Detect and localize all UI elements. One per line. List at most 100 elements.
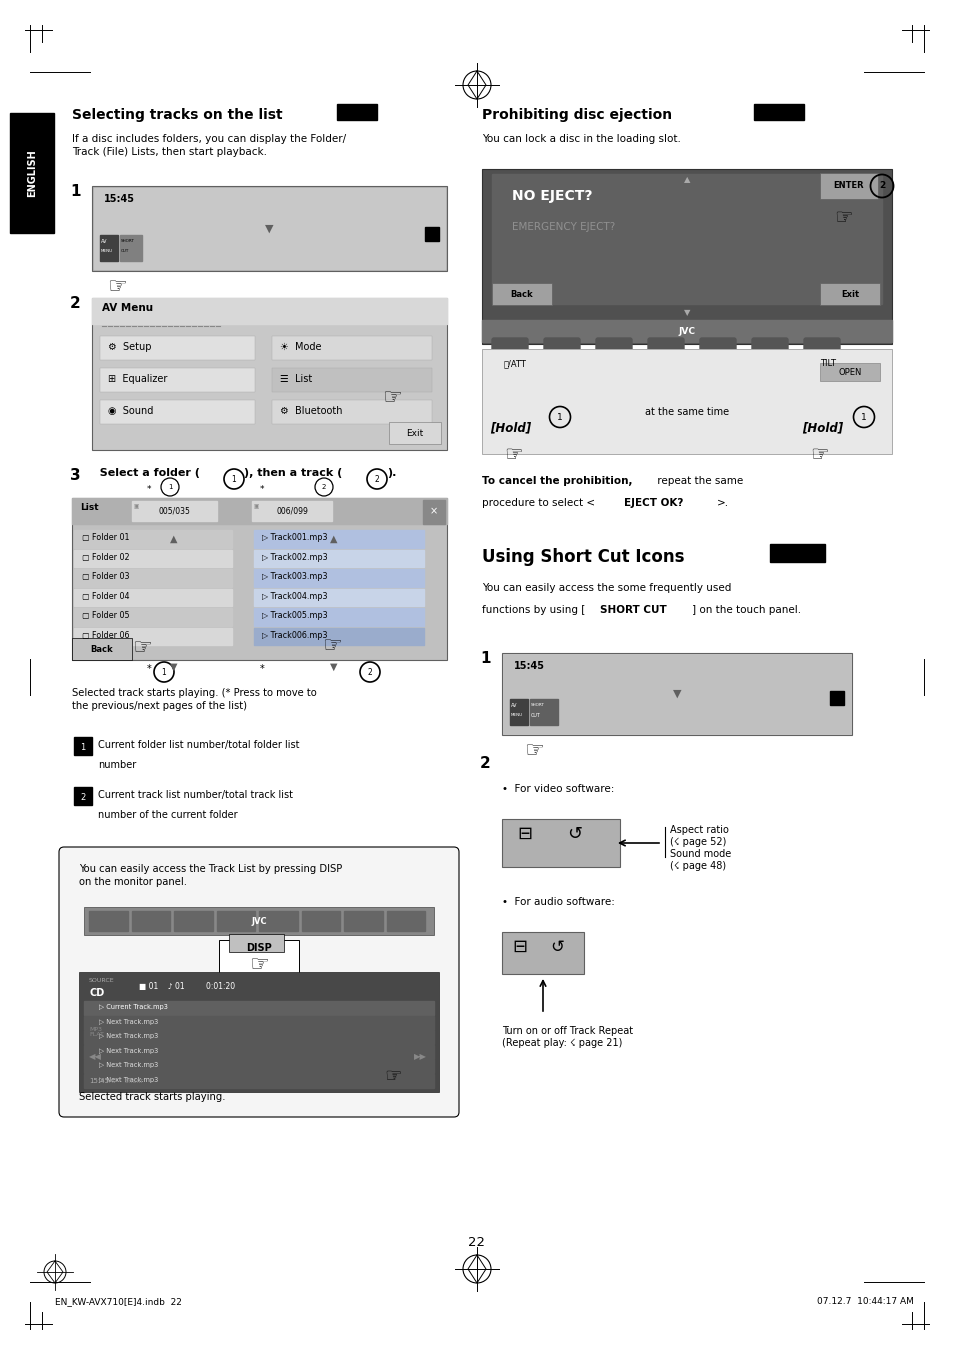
Text: ▼: ▼	[683, 307, 690, 317]
Text: ▢ Folder 02: ▢ Folder 02	[82, 552, 130, 562]
Bar	[84, 907, 434, 936]
Text: ☞: ☞	[107, 278, 127, 297]
Text: Selecting tracks on the list: Selecting tracks on the list	[71, 108, 282, 122]
Text: JVC: JVC	[678, 326, 695, 336]
Text: ☞: ☞	[384, 1067, 401, 1086]
Text: ▼: ▼	[672, 689, 680, 699]
Text: ▷ Track003.mp3: ▷ Track003.mp3	[262, 571, 327, 581]
Bar	[336, 104, 376, 119]
Text: ), then a track (: ), then a track (	[244, 468, 342, 478]
Text: EMERGENCY EJECT?: EMERGENCY EJECT?	[512, 222, 615, 232]
Bar	[79, 972, 438, 1091]
Text: ▣: ▣	[253, 504, 259, 509]
Text: ☞: ☞	[132, 638, 152, 658]
Text: DISP: DISP	[246, 942, 272, 953]
Text: 2: 2	[367, 668, 372, 677]
Text: 2: 2	[375, 474, 379, 483]
Text: EJECT OK?: EJECT OK?	[623, 498, 682, 508]
Bar	[219, 940, 298, 990]
Text: ▣: ▣	[133, 504, 139, 509]
Bar	[272, 399, 432, 424]
Bar	[229, 934, 284, 952]
Text: ◉  Sound: ◉ Sound	[108, 406, 153, 416]
Text: ▷ Track002.mp3: ▷ Track002.mp3	[262, 552, 327, 562]
Text: MENU: MENU	[101, 249, 113, 253]
Text: ▼: ▼	[330, 662, 337, 672]
Bar	[386, 911, 424, 932]
Text: ⊟: ⊟	[517, 825, 532, 844]
Bar	[253, 627, 423, 645]
Text: ▷ Track001.mp3: ▷ Track001.mp3	[262, 533, 327, 542]
Bar	[272, 336, 432, 360]
Text: Back: Back	[91, 645, 113, 654]
Text: 1: 1	[232, 474, 236, 483]
Text: 15:45: 15:45	[104, 194, 135, 204]
Text: ▢ Folder 01: ▢ Folder 01	[82, 533, 130, 542]
Text: ▢ Folder 03: ▢ Folder 03	[82, 571, 130, 581]
Text: ▲: ▲	[330, 533, 337, 544]
Bar	[252, 501, 332, 521]
Text: 22: 22	[468, 1236, 485, 1248]
Bar	[481, 169, 891, 344]
Bar	[173, 911, 213, 932]
Bar	[100, 368, 254, 393]
Bar	[71, 498, 447, 524]
Text: •  For video software:: • For video software:	[501, 784, 614, 793]
Text: SHORT: SHORT	[531, 703, 544, 707]
Bar	[84, 1059, 434, 1072]
Bar	[74, 550, 232, 567]
Text: Selected track starts playing.: Selected track starts playing.	[79, 1091, 225, 1102]
Bar	[74, 737, 91, 756]
Text: ☞: ☞	[809, 445, 828, 464]
Bar	[84, 1016, 434, 1029]
Bar	[132, 911, 170, 932]
Bar	[100, 336, 254, 360]
Bar	[272, 368, 432, 393]
Bar	[100, 399, 254, 424]
Text: ⊟: ⊟	[512, 938, 527, 956]
Text: *: *	[260, 485, 270, 494]
Bar	[501, 932, 583, 974]
Text: ▷ Next Track.mp3: ▷ Next Track.mp3	[99, 1033, 158, 1039]
Text: AV Menu: AV Menu	[102, 303, 153, 313]
Bar	[481, 320, 891, 343]
Text: 1: 1	[861, 413, 866, 421]
Text: ▢ Folder 05: ▢ Folder 05	[82, 611, 130, 620]
Bar	[501, 819, 619, 867]
Bar	[84, 1001, 434, 1016]
Text: You can lock a disc in the loading slot.: You can lock a disc in the loading slot.	[481, 134, 680, 144]
Text: Select a folder (: Select a folder (	[91, 468, 200, 478]
Text: 2: 2	[321, 483, 326, 490]
Text: ■ 01    ♪ 01         0:01:20: ■ 01 ♪ 01 0:01:20	[139, 982, 234, 991]
Text: OPEN: OPEN	[838, 367, 861, 376]
Text: ▢ Folder 04: ▢ Folder 04	[82, 592, 130, 601]
Text: ☞: ☞	[322, 636, 341, 655]
Bar	[253, 569, 423, 586]
Text: Back: Back	[510, 290, 533, 298]
Text: Exit: Exit	[840, 290, 858, 298]
Text: CUT: CUT	[531, 714, 540, 718]
Bar	[481, 349, 891, 454]
Text: 005/035: 005/035	[158, 506, 190, 516]
Text: ⚙  Bluetooth: ⚙ Bluetooth	[280, 406, 342, 416]
Text: ▷ Track004.mp3: ▷ Track004.mp3	[262, 592, 327, 601]
FancyBboxPatch shape	[492, 338, 527, 356]
FancyBboxPatch shape	[543, 338, 579, 356]
Bar	[829, 691, 843, 705]
Bar	[344, 911, 382, 932]
Text: ◀◀: ◀◀	[89, 1052, 102, 1062]
Text: >.: >.	[717, 498, 728, 508]
Bar	[91, 298, 447, 450]
Text: If a disc includes folders, you can display the Folder/
Track (File) Lists, then: If a disc includes folders, you can disp…	[71, 134, 346, 157]
Bar	[253, 608, 423, 626]
Bar	[91, 185, 447, 271]
Text: *: *	[147, 663, 152, 674]
Bar	[132, 501, 216, 521]
Text: 15:45: 15:45	[89, 1078, 109, 1085]
Bar	[389, 422, 440, 444]
Text: Exit: Exit	[406, 428, 423, 437]
FancyBboxPatch shape	[647, 338, 683, 356]
Bar	[94, 188, 444, 269]
Bar	[253, 550, 423, 567]
Text: ).: ).	[387, 468, 395, 478]
